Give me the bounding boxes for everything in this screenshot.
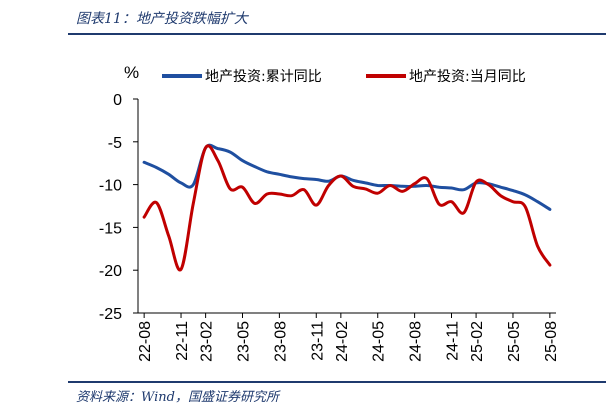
y-tick-label: -10 bbox=[99, 178, 122, 195]
x-tick-label: 25-05 bbox=[506, 321, 523, 362]
x-tick-label: 24-02 bbox=[334, 321, 351, 362]
series-line-1 bbox=[142, 144, 552, 272]
legend-label-0: 地产投资:累计同比 bbox=[205, 69, 322, 85]
legend-label-1: 地产投资:当月同比 bbox=[409, 69, 526, 85]
x-tick-label: 23-08 bbox=[272, 321, 289, 362]
series-line-0 bbox=[142, 143, 552, 211]
x-tick-label: 23-02 bbox=[199, 321, 216, 362]
x-tick-label: 24-05 bbox=[371, 321, 388, 362]
x-tick-label: 25-02 bbox=[469, 321, 486, 362]
source-note: 资料来源：Wind，国盛证券研究所 bbox=[76, 390, 279, 405]
y-tick-label: -15 bbox=[99, 220, 122, 237]
y-tick-label: -5 bbox=[108, 135, 122, 152]
figure-title: 图表11：地产投资跌幅扩大 bbox=[76, 11, 248, 27]
x-tick-label: 24-08 bbox=[408, 321, 425, 362]
y-tick-label: -20 bbox=[99, 263, 122, 280]
x-tick-label: 22-11 bbox=[174, 321, 191, 361]
x-tick-label: 25-08 bbox=[543, 321, 560, 362]
x-tick-label: 23-05 bbox=[236, 321, 253, 362]
x-tick-label: 22-08 bbox=[137, 321, 154, 362]
bottom-rule bbox=[68, 381, 606, 383]
top-rule bbox=[68, 33, 606, 35]
series-lines bbox=[142, 143, 552, 272]
unit-label: % bbox=[124, 63, 139, 82]
y-tick-label: 0 bbox=[113, 92, 122, 109]
x-tick-label: 24-11 bbox=[445, 321, 462, 361]
y-tick-label: -25 bbox=[99, 306, 122, 323]
x-ticks: 22-08 22-11 23-02 23-05 23-08 23-11 24-02 24-05… bbox=[137, 313, 560, 362]
y-ticks: 0 -5 -10 -15 -20 -25 bbox=[99, 92, 138, 323]
x-tick-label: 23-11 bbox=[309, 321, 326, 361]
legend: 地产投资:累计同比 地产投资:当月同比 bbox=[162, 69, 526, 85]
